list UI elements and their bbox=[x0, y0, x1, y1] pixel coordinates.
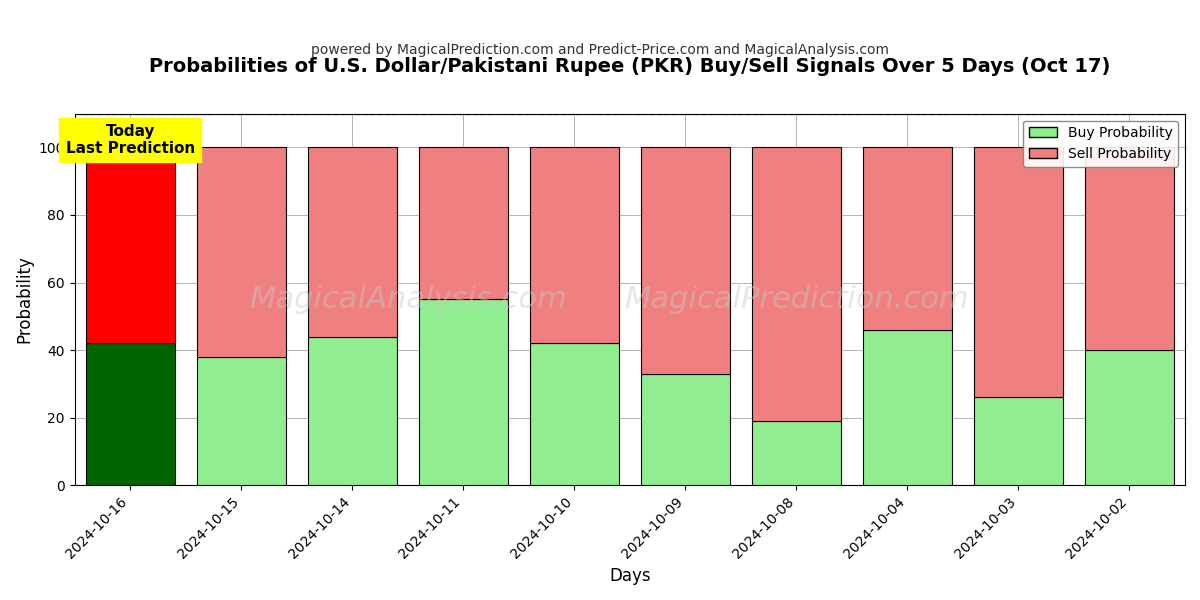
Bar bbox=[85, 343, 174, 485]
Bar bbox=[419, 148, 508, 299]
Bar bbox=[641, 374, 730, 485]
Bar bbox=[85, 148, 174, 343]
Bar bbox=[1085, 350, 1174, 485]
Bar bbox=[530, 343, 619, 485]
Bar bbox=[1085, 148, 1174, 350]
Bar bbox=[308, 337, 397, 485]
Bar bbox=[752, 421, 841, 485]
Text: MagicalPrediction.com: MagicalPrediction.com bbox=[624, 285, 968, 314]
Bar bbox=[419, 299, 508, 485]
Bar bbox=[863, 330, 952, 485]
Bar bbox=[752, 148, 841, 421]
Bar bbox=[197, 148, 286, 357]
Bar bbox=[308, 148, 397, 337]
Bar bbox=[530, 148, 619, 343]
X-axis label: Days: Days bbox=[610, 567, 650, 585]
Bar bbox=[197, 357, 286, 485]
Bar bbox=[974, 397, 1063, 485]
Text: powered by MagicalPrediction.com and Predict-Price.com and MagicalAnalysis.com: powered by MagicalPrediction.com and Pre… bbox=[311, 43, 889, 57]
Bar bbox=[974, 148, 1063, 397]
Legend: Buy Probability, Sell Probability: Buy Probability, Sell Probability bbox=[1024, 121, 1178, 167]
Y-axis label: Probability: Probability bbox=[16, 256, 34, 343]
Bar bbox=[863, 148, 952, 330]
Text: MagicalAnalysis.com: MagicalAnalysis.com bbox=[248, 285, 566, 314]
Bar bbox=[641, 148, 730, 374]
Title: Probabilities of U.S. Dollar/Pakistani Rupee (PKR) Buy/Sell Signals Over 5 Days : Probabilities of U.S. Dollar/Pakistani R… bbox=[149, 57, 1110, 76]
Text: Today
Last Prediction: Today Last Prediction bbox=[66, 124, 194, 156]
